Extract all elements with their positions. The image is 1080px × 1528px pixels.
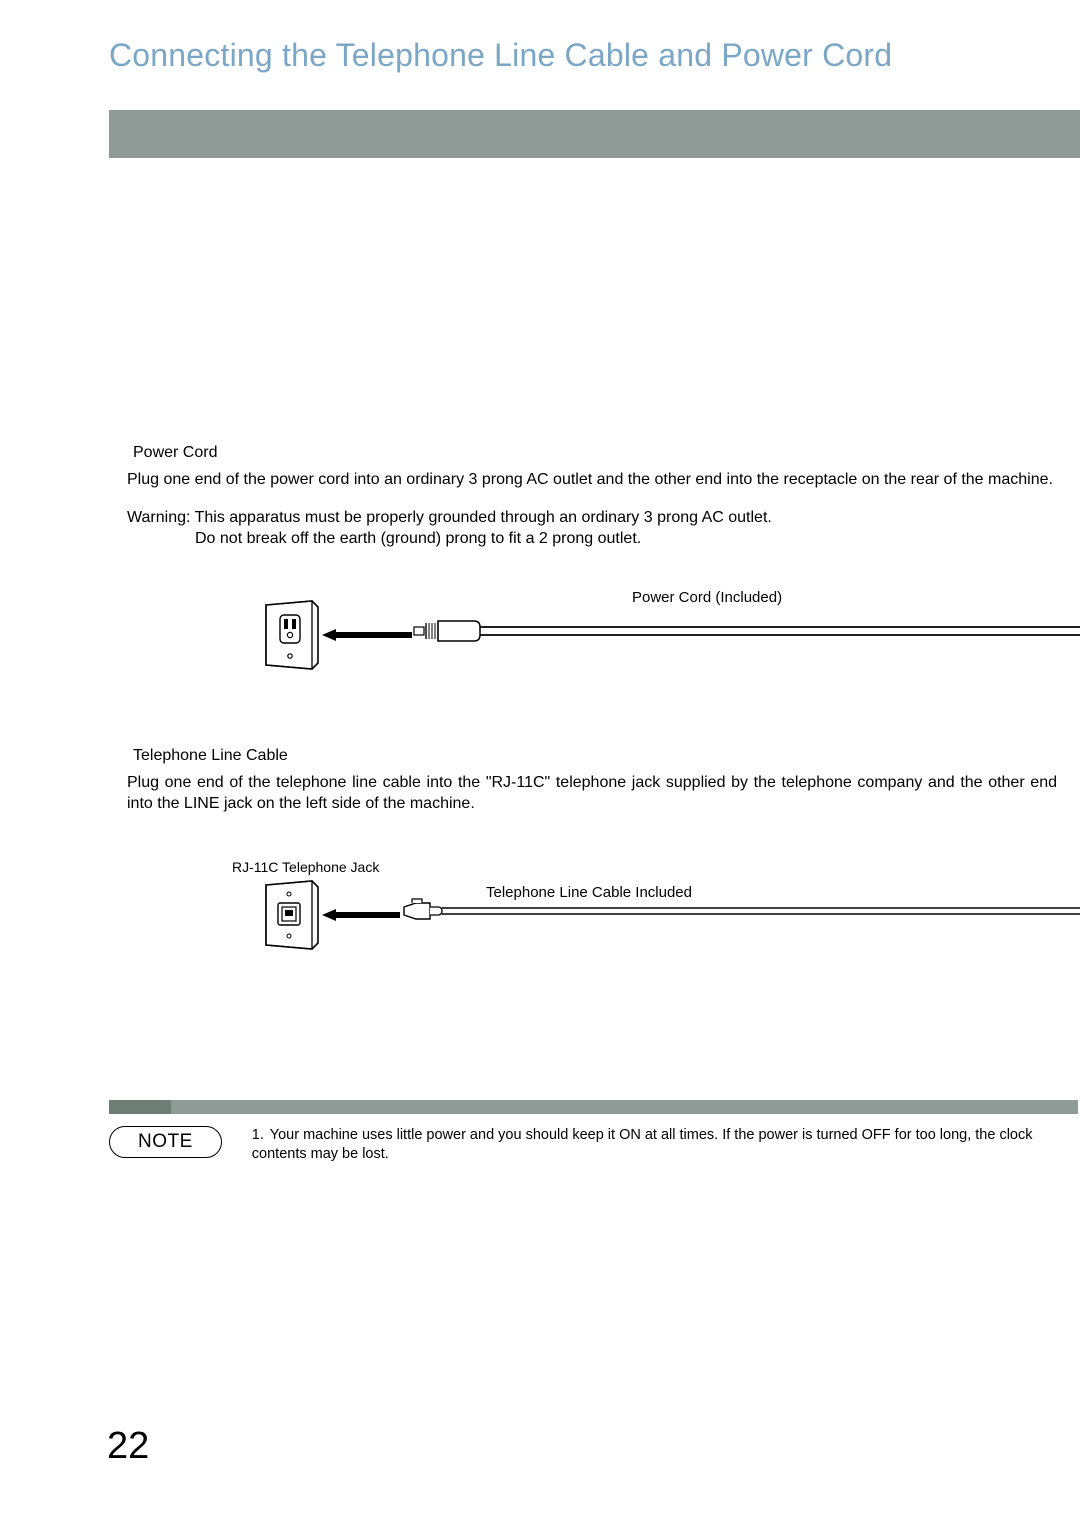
telephone-diagram: RJ-11C Telephone Jack Telephone Line Cab… [262,859,1057,959]
warning-line-2: Do not break off the earth (ground) pron… [195,529,1057,549]
warning-line-1: Warning: This apparatus must be properly… [127,508,1057,528]
note-divider-accent [109,1100,171,1114]
telephone-cable-included-label: Telephone Line Cable Included [486,884,692,901]
rj11-jack-label: RJ-11C Telephone Jack [232,859,379,875]
content-area: Power Cord Plug one end of the power cor… [127,444,1057,1017]
telephone-label: Telephone Line Cable [133,747,1057,765]
telephone-illustration [262,859,1080,959]
note-item-number: 1. [252,1126,270,1145]
power-cord-label: Power Cord [133,444,1057,462]
page-number: 22 [107,1425,149,1468]
power-cord-included-label: Power Cord (Included) [632,589,782,606]
note-row: NOTE 1.Your machine uses little power an… [109,1126,1078,1164]
header-bar [109,110,1080,158]
note-pill: NOTE [109,1126,222,1158]
plug-icon [414,621,480,641]
power-cord-diagram: Power Cord (Included) [262,589,1057,689]
page-title: Connecting the Telephone Line Cable and … [109,37,892,74]
rj11-plug-icon [404,899,442,919]
telephone-body: Plug one end of the telephone line cable… [127,773,1057,814]
note-item-text: Your machine uses little power and you s… [252,1127,1033,1162]
note-text: 1.Your machine uses little power and you… [252,1126,1078,1164]
note-divider-bar [109,1100,1078,1114]
power-cord-warning: Warning: This apparatus must be properly… [127,508,1057,549]
power-cord-body: Plug one end of the power cord into an o… [127,470,1057,490]
